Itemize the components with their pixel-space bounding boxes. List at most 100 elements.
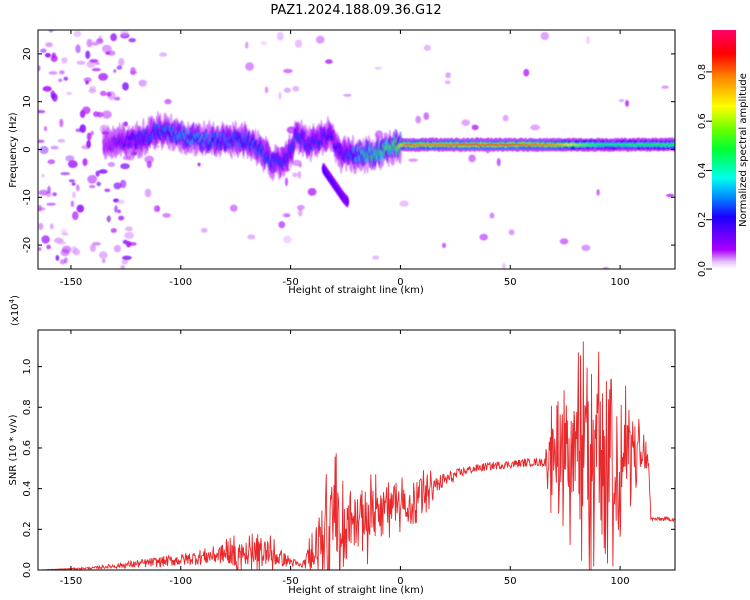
heatmap-blob bbox=[76, 184, 80, 191]
x-tick-label: 50 bbox=[504, 576, 517, 587]
svg-text:(x104): (x104) bbox=[8, 295, 21, 326]
heatmap-blob bbox=[139, 80, 147, 87]
heatmap-blob bbox=[99, 169, 108, 174]
heatmap-blob bbox=[89, 59, 98, 63]
heatmap-blob bbox=[48, 159, 56, 164]
heatmap-blob bbox=[118, 216, 124, 221]
heatmap-blob bbox=[66, 92, 72, 95]
heatmap-blob bbox=[87, 175, 97, 184]
spectrogram-y-label: Frequency (Hz) bbox=[8, 112, 19, 188]
heatmap-blob bbox=[423, 112, 429, 120]
heatmap-blob bbox=[96, 171, 100, 177]
heatmap-blob bbox=[118, 58, 124, 66]
heatmap-blob bbox=[41, 235, 49, 243]
heatmap-blob bbox=[424, 45, 431, 51]
heatmap-blob bbox=[277, 32, 284, 41]
heatmap-blob bbox=[125, 227, 133, 232]
heatmap-blob bbox=[279, 221, 286, 228]
heatmap-blob bbox=[159, 52, 167, 56]
x-tick-label: 50 bbox=[504, 277, 517, 288]
heatmap-blob bbox=[114, 205, 118, 213]
y-tick-label: 0.2 bbox=[22, 521, 33, 537]
heatmap-blob bbox=[108, 162, 115, 167]
heatmap-blob bbox=[278, 92, 281, 100]
heatmap-blob bbox=[445, 72, 451, 78]
heatmap-blob bbox=[89, 86, 96, 91]
heatmap-blob bbox=[164, 99, 171, 104]
figure-title: PAZ1.2024.188.09.36.G12 bbox=[270, 3, 441, 18]
heatmap-blob bbox=[51, 91, 56, 99]
heatmap-blob bbox=[325, 59, 333, 64]
heatmap-blob bbox=[38, 207, 45, 210]
colorbar-tick-label: 0.8 bbox=[697, 64, 708, 80]
heatmap-blob bbox=[117, 65, 122, 69]
heatmap-blob bbox=[122, 256, 132, 260]
heatmap-blob bbox=[58, 139, 66, 143]
heatmap-blob bbox=[36, 140, 45, 143]
snr-x-label: Height of straight line (km) bbox=[288, 585, 424, 596]
heatmap-blob bbox=[102, 111, 112, 119]
heatmap-blob bbox=[245, 62, 254, 70]
heatmap-blob bbox=[92, 242, 101, 246]
heatmap-blob bbox=[51, 146, 59, 150]
y-tick-label: 0.8 bbox=[22, 399, 33, 415]
heatmap-blob bbox=[292, 86, 299, 92]
heatmap-blob bbox=[58, 79, 62, 83]
heatmap-blob bbox=[201, 228, 207, 233]
heatmap-blob bbox=[102, 259, 106, 264]
heatmap-blob bbox=[110, 33, 117, 41]
heatmap-blob bbox=[64, 77, 69, 81]
y-tick-label: 10 bbox=[22, 95, 33, 108]
heatmap-blob bbox=[261, 41, 267, 45]
heatmap-blob bbox=[87, 39, 93, 47]
heatmap-blob bbox=[408, 159, 418, 162]
heatmap-blob bbox=[503, 115, 509, 121]
heatmap-blob bbox=[120, 265, 125, 271]
heatmap-blob bbox=[308, 188, 317, 196]
heatmap-blob bbox=[415, 116, 421, 124]
heatmap-blob bbox=[461, 119, 470, 126]
heatmap-blob bbox=[60, 249, 69, 256]
heatmap-blob bbox=[523, 69, 529, 77]
heatmap-blob bbox=[60, 172, 70, 175]
heatmap-blob bbox=[117, 210, 121, 214]
y-tick-label: 0 bbox=[22, 146, 33, 152]
heatmap-blob bbox=[58, 241, 67, 244]
x-tick-label: 100 bbox=[611, 576, 630, 587]
heatmap-blob bbox=[502, 263, 506, 269]
heatmap-blob bbox=[400, 201, 409, 207]
figure: PAZ1.2024.188.09.36.G12 -150 -100 -50 0 50 10… bbox=[0, 0, 750, 600]
heatmap-blob bbox=[230, 205, 238, 212]
heatmap-blob bbox=[284, 214, 290, 218]
x-tick-label: -100 bbox=[169, 576, 192, 587]
heatmap-blob bbox=[619, 99, 625, 102]
y-tick-label: 0.0 bbox=[22, 562, 33, 578]
heatmap-blob bbox=[41, 174, 45, 178]
heatmap-blob bbox=[86, 140, 91, 148]
heatmap-blob bbox=[91, 42, 98, 46]
heatmap-blob bbox=[247, 235, 255, 240]
heatmap-blob bbox=[265, 87, 268, 93]
heatmap-blob bbox=[299, 164, 302, 168]
colorbar-ticks: 0.00.20.40.60.8 bbox=[697, 64, 712, 277]
spectrogram-x-label: Height of straight line (km) bbox=[288, 285, 424, 296]
heatmap-blob bbox=[61, 57, 67, 63]
y-tick-label: 20 bbox=[22, 48, 33, 61]
colorbar-label: Normalized spectral amplitude bbox=[738, 73, 749, 227]
heatmap-blob bbox=[85, 81, 89, 85]
heatmap-blob bbox=[40, 49, 46, 53]
heatmap-blob bbox=[107, 216, 111, 223]
snr-y-scale-factor: (x104) bbox=[8, 295, 21, 326]
y-tick-label: 0.6 bbox=[22, 440, 33, 456]
heatmap-blob bbox=[74, 31, 82, 37]
heatmap-blob bbox=[128, 38, 136, 42]
y-tick-label: 0.4 bbox=[22, 481, 33, 497]
heatmap-blob bbox=[468, 155, 475, 163]
heatmap-blob bbox=[283, 69, 293, 73]
heatmap-blob bbox=[283, 236, 291, 244]
heatmap-blob bbox=[120, 163, 130, 169]
heatmap-blob bbox=[60, 259, 66, 264]
colorbar: 0.0 0.2 0.4 0.6 0.8 Normalized spectral ampl… bbox=[697, 30, 749, 277]
x-tick-label: -150 bbox=[60, 277, 83, 288]
colorbar-tick-label: 0.0 bbox=[697, 261, 708, 277]
